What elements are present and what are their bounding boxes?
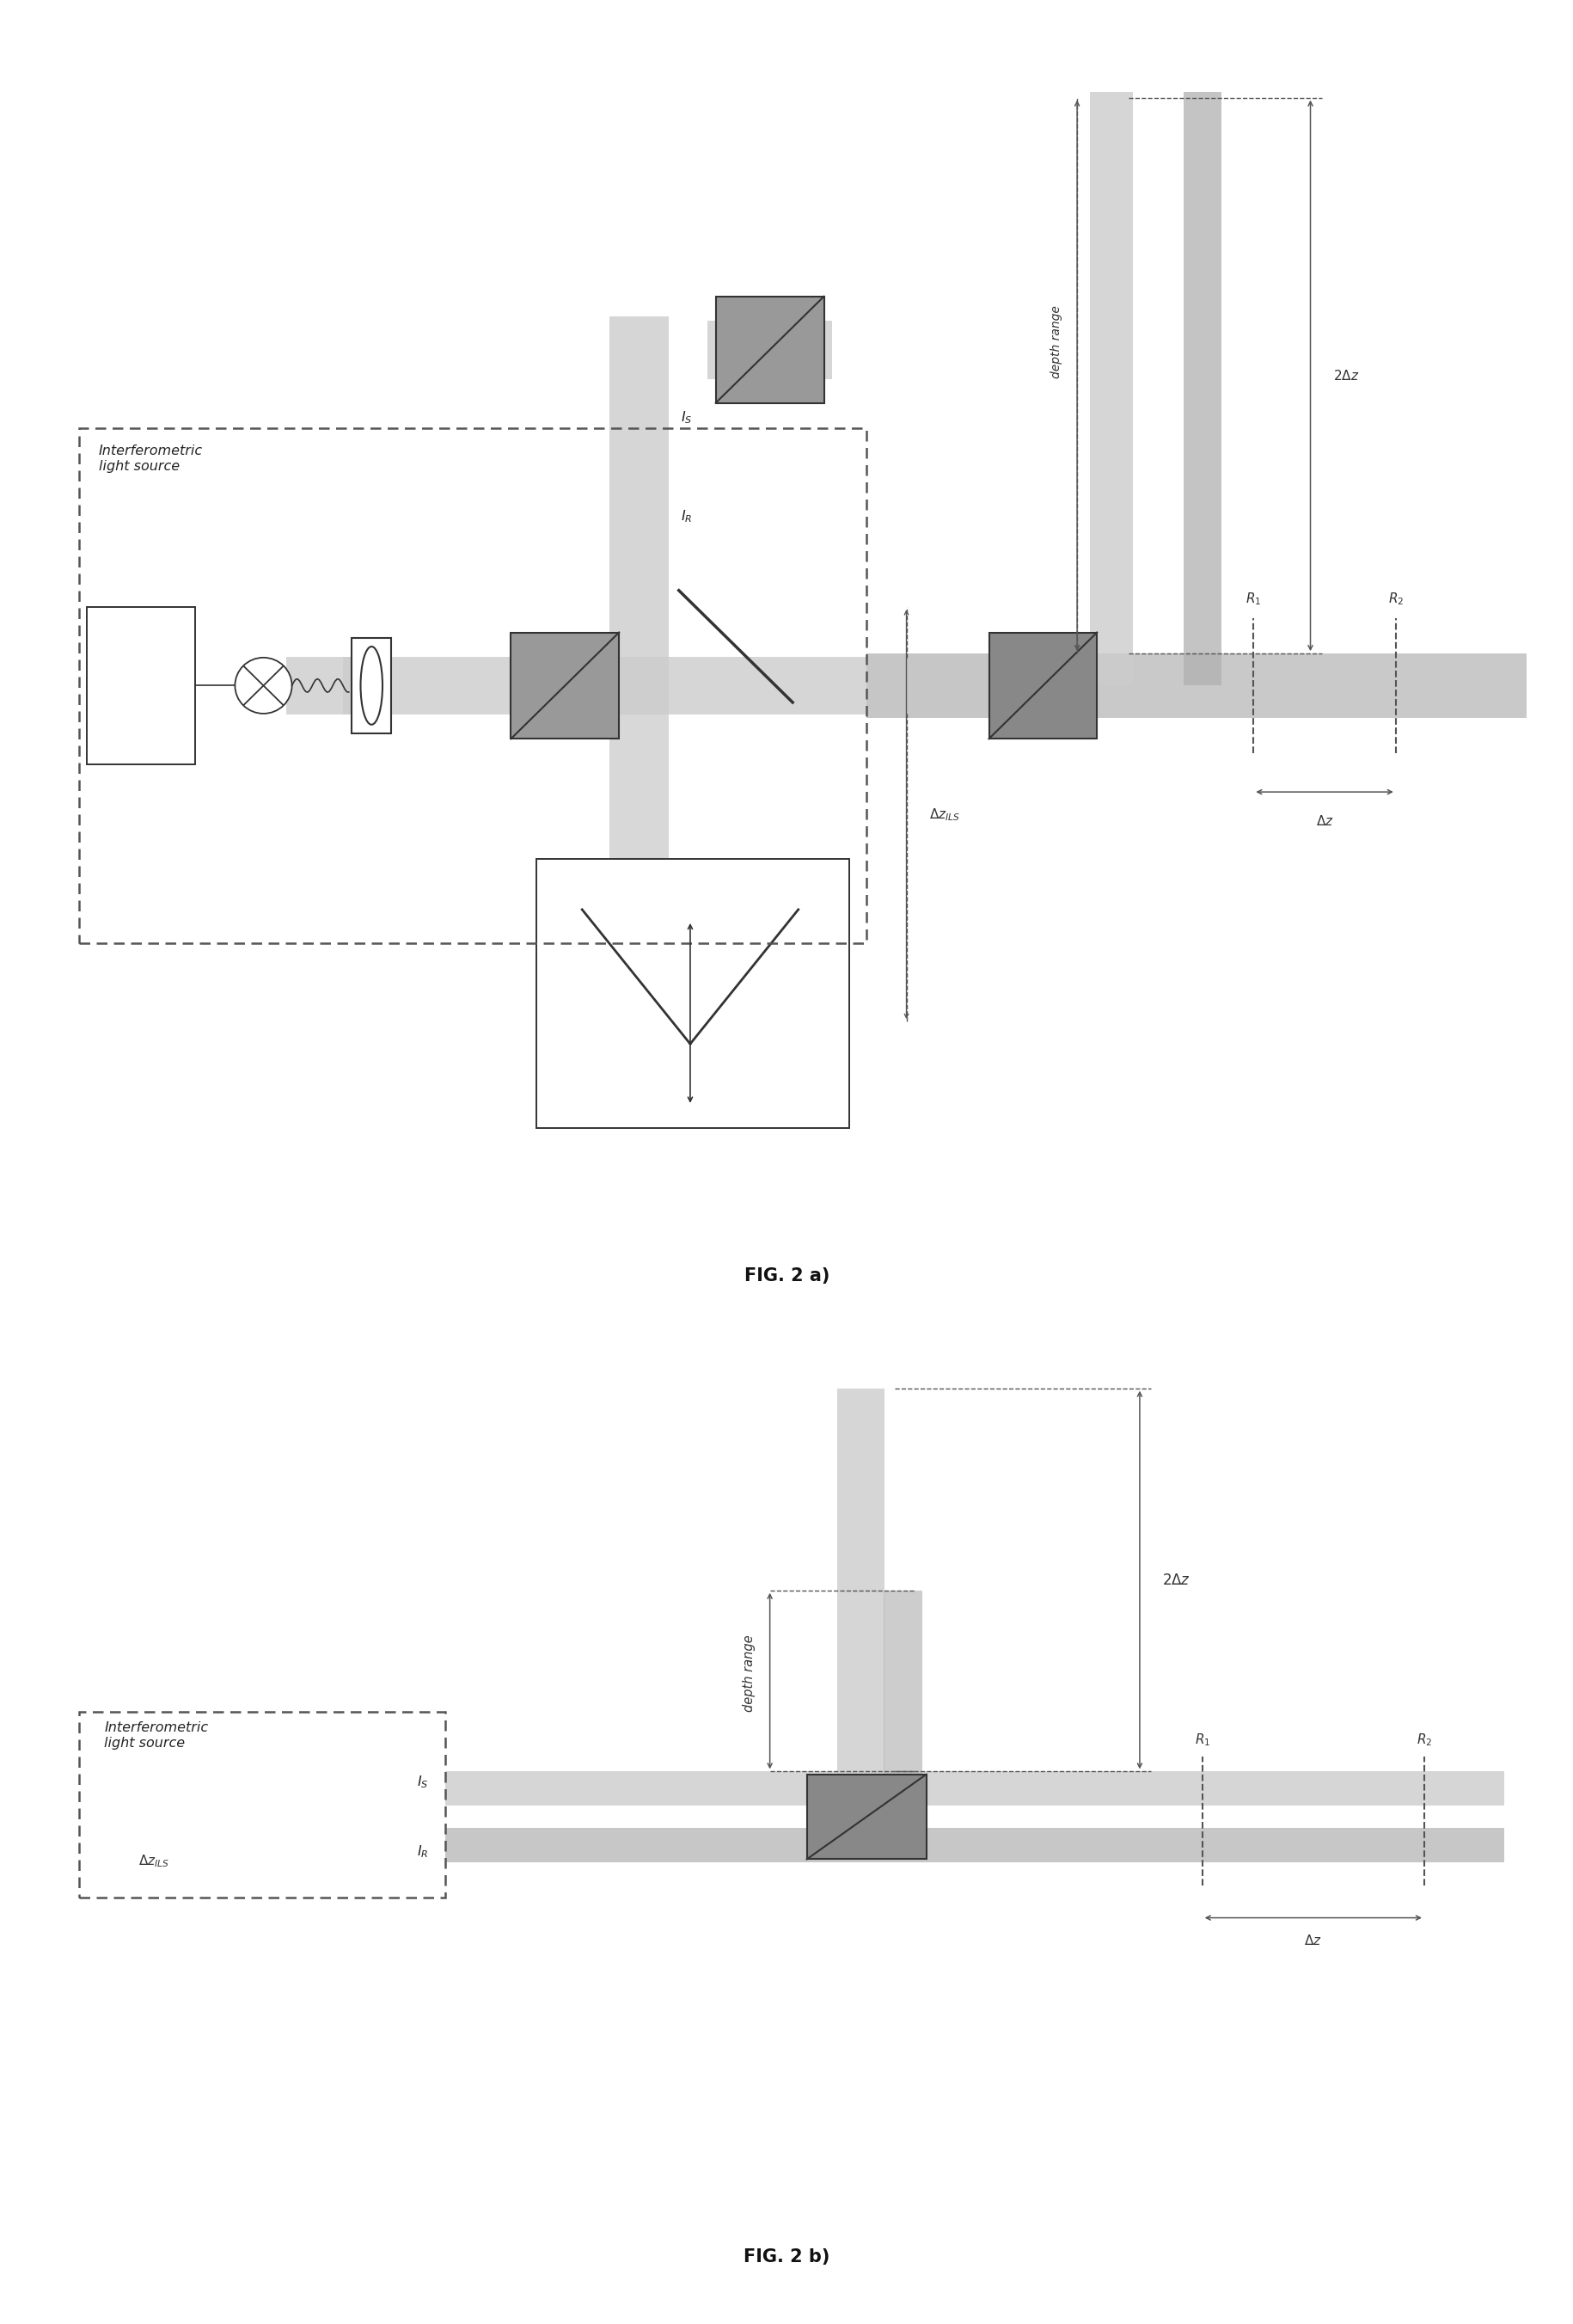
Text: $I_R$: $I_R$ xyxy=(681,509,692,525)
Bar xyxy=(807,1773,926,1859)
Text: $\Delta z_{ILS}$: $\Delta z_{ILS}$ xyxy=(138,1852,168,1868)
Text: Interferometric
light source: Interferometric light source xyxy=(99,444,203,472)
Bar xyxy=(837,1387,884,1817)
Text: $I_S$: $I_S$ xyxy=(417,1773,428,1789)
Text: TS: TS xyxy=(558,874,574,885)
Text: $R_2$: $R_2$ xyxy=(1416,1731,1431,1748)
Ellipse shape xyxy=(360,646,382,725)
Text: $R_2$: $R_2$ xyxy=(1387,590,1403,607)
Bar xyxy=(609,686,669,1099)
Text: depth range: depth range xyxy=(1051,304,1062,379)
Text: FIG. 2 b): FIG. 2 b) xyxy=(744,2247,829,2266)
Bar xyxy=(445,1771,1504,1806)
Bar xyxy=(79,1713,445,1899)
Bar xyxy=(609,316,669,686)
Text: $R_1$: $R_1$ xyxy=(1244,590,1260,607)
Text: $\Delta z_{ILS}$: $\Delta z_{ILS}$ xyxy=(928,806,960,823)
Bar xyxy=(343,655,502,716)
Bar xyxy=(882,1590,922,1776)
Bar xyxy=(604,655,867,716)
Text: LS: LS xyxy=(134,679,149,693)
Circle shape xyxy=(234,658,291,713)
Bar xyxy=(988,632,1096,739)
Text: FIG. 2 a): FIG. 2 a) xyxy=(744,1267,829,1285)
Bar xyxy=(351,639,392,732)
Text: $\Delta z$: $\Delta z$ xyxy=(1315,813,1332,827)
Bar xyxy=(87,607,195,765)
Bar xyxy=(716,297,823,402)
Text: $I_R$: $I_R$ xyxy=(417,1843,428,1859)
Bar xyxy=(511,632,618,739)
Bar xyxy=(706,321,832,379)
Bar xyxy=(536,860,849,1127)
Text: $2\Delta z$: $2\Delta z$ xyxy=(1162,1571,1191,1587)
Bar xyxy=(1089,93,1133,686)
Text: $\Delta z$: $\Delta z$ xyxy=(1304,1934,1321,1948)
Bar xyxy=(1183,93,1221,686)
Text: $2\Delta z$: $2\Delta z$ xyxy=(1332,370,1359,383)
Text: $I_S$: $I_S$ xyxy=(681,409,692,425)
Bar xyxy=(1093,653,1526,718)
Text: depth range: depth range xyxy=(742,1634,755,1710)
Text: $R_1$: $R_1$ xyxy=(1194,1731,1210,1748)
Text: Interferometric
light source: Interferometric light source xyxy=(104,1722,208,1750)
Bar xyxy=(79,428,867,944)
Bar xyxy=(867,653,1093,718)
Bar xyxy=(445,1829,1504,1862)
Bar xyxy=(286,655,389,716)
Bar xyxy=(502,655,604,716)
